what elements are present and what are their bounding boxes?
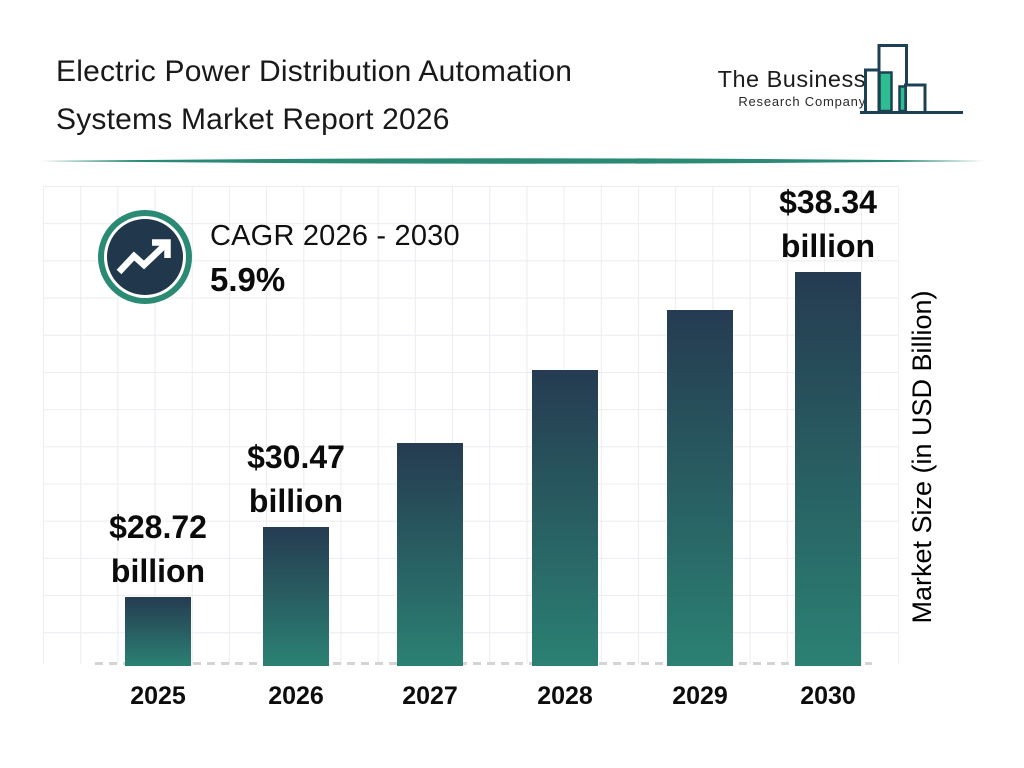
bar-2030 <box>795 272 861 666</box>
value-label-2030: $38.34 billion <box>723 180 933 268</box>
company-logo-bars-icon <box>860 44 963 114</box>
header-divider <box>40 158 985 164</box>
bar-2029 <box>667 310 733 666</box>
company-logo-text: The Business Research Company <box>683 66 866 109</box>
x-axis-dashed-line <box>95 662 872 665</box>
bar-2026 <box>263 527 329 666</box>
x-tick-2030: 2030 <box>800 682 856 710</box>
value-label-line: billion <box>110 553 206 589</box>
x-tick-2026: 2026 <box>268 682 324 710</box>
bar-2027 <box>397 443 463 666</box>
y-axis-title: Market Size (in USD Billion) <box>907 290 937 624</box>
value-label-line: $38.34 <box>779 184 877 220</box>
value-label-line: $28.72 <box>109 509 207 545</box>
value-label-2026: $30.47 billion <box>191 435 401 523</box>
page-title-line2: Systems Market Report 2026 <box>56 103 450 136</box>
x-tick-2027: 2027 <box>402 682 458 710</box>
bar-2025 <box>125 597 191 666</box>
x-tick-2029: 2029 <box>672 682 728 710</box>
x-tick-2028: 2028 <box>537 682 593 710</box>
cagr-value: 5.9% <box>210 261 286 298</box>
value-label-2025: $28.72 billion <box>53 505 263 593</box>
page-title: Electric Power Distribution Automation S… <box>56 48 572 144</box>
cagr-period-label: CAGR 2026 - 2030 <box>210 220 460 252</box>
page-title-line1: Electric Power Distribution Automation <box>56 55 573 88</box>
company-name: The Business <box>717 66 866 92</box>
bar-2028 <box>532 370 598 666</box>
x-tick-2025: 2025 <box>130 682 186 710</box>
trending-up-icon <box>98 210 192 304</box>
value-label-line: billion <box>780 228 876 264</box>
value-label-line: $30.47 <box>247 439 345 475</box>
value-label-line: billion <box>248 483 344 519</box>
company-subname: Research Company <box>738 94 866 109</box>
